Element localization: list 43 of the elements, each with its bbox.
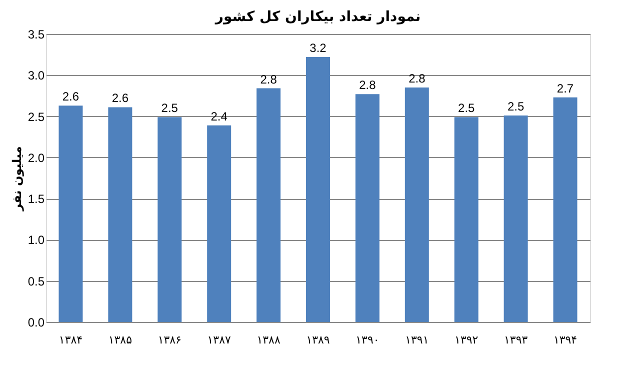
bar xyxy=(256,88,281,322)
chart-title: نمودار تعداد بیکاران کل کشور xyxy=(214,9,421,25)
bar xyxy=(404,87,429,322)
x-tick-label: ۱۳۹۰ xyxy=(356,334,380,346)
bar xyxy=(158,117,182,322)
x-tick-label: ۱۳۸۷ xyxy=(207,334,231,346)
y-tick-label: 1.5 xyxy=(28,192,45,206)
y-tick-label: 2.0 xyxy=(28,150,45,165)
data-label: 2.7 xyxy=(556,81,574,96)
x-tick-label: ۱۳۸۵ xyxy=(108,334,132,346)
data-label: 2.8 xyxy=(359,78,376,92)
data-label: 2.5 xyxy=(161,101,178,116)
x-tick-label: ۱۳۸۴ xyxy=(58,334,83,346)
x-tick-label: ۱۳۸۸ xyxy=(256,334,280,346)
x-tick-label: ۱۳۸۶ xyxy=(158,334,182,346)
bar xyxy=(207,125,232,322)
x-tick-label: ۱۳۸۹ xyxy=(306,334,330,346)
y-tick-label: 0.0 xyxy=(28,316,45,330)
bar xyxy=(58,106,83,322)
y-axis-title: میلیون نفر xyxy=(10,146,24,212)
x-tick-label: ۱۳۹۳ xyxy=(504,334,528,346)
y-tick-label: 2.5 xyxy=(28,110,45,124)
bar xyxy=(553,97,578,322)
x-tick-label: ۱۳۹۲ xyxy=(454,334,478,346)
bar xyxy=(355,94,380,322)
bar xyxy=(306,57,330,322)
bar xyxy=(504,115,528,322)
bar xyxy=(454,117,478,322)
x-tick-label: ۱۳۹۱ xyxy=(405,334,429,346)
x-tick-label: ۱۳۹۴ xyxy=(553,334,578,346)
data-label: 3.2 xyxy=(310,41,327,56)
data-label: 2.6 xyxy=(112,91,129,106)
y-tick-label: 1.0 xyxy=(28,233,45,248)
y-tick-label: 3.0 xyxy=(28,68,45,83)
data-label: 2.4 xyxy=(210,109,228,124)
data-label: 2.5 xyxy=(458,101,476,116)
data-label: 2.5 xyxy=(507,99,524,114)
data-label: 2.6 xyxy=(62,90,80,104)
data-label: 2.8 xyxy=(408,71,426,86)
y-tick-label: 0.5 xyxy=(28,274,45,288)
y-tick-label: 3.5 xyxy=(28,28,45,42)
bar xyxy=(108,107,132,322)
data-label: 2.8 xyxy=(260,72,278,86)
